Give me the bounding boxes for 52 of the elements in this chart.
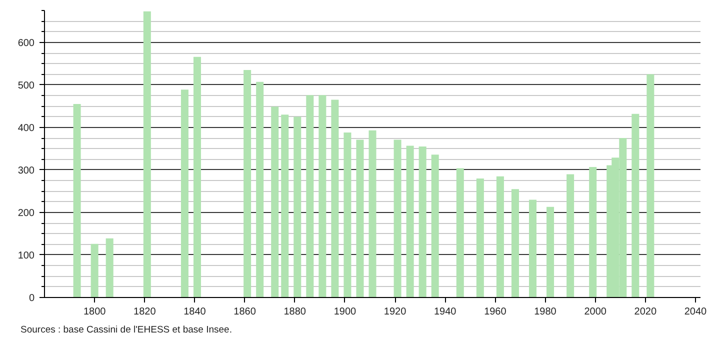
y-tick-label: 0 (28, 293, 35, 304)
x-tick-label: 1860 (234, 306, 256, 318)
bar (271, 106, 279, 298)
x-tick-label: 1840 (184, 306, 206, 318)
bar (406, 146, 414, 298)
bar (180, 90, 188, 298)
x-tick-label: 1980 (534, 306, 557, 318)
x-tick-label: 1880 (284, 306, 306, 318)
bar (344, 132, 352, 298)
bar (331, 100, 339, 298)
bar (106, 238, 114, 298)
bar (193, 56, 201, 298)
source-note: Sources : base Cassini de l'EHESS et base Insee. (20, 324, 232, 336)
bar (394, 140, 402, 298)
x-tick-label: 1940 (434, 306, 457, 318)
y-tick-label: 100 (18, 250, 35, 262)
y-tick-label: 600 (18, 38, 35, 49)
bar (256, 82, 264, 298)
bar (476, 178, 484, 298)
bar (281, 114, 289, 298)
bar (646, 74, 654, 298)
y-tick-label: 300 (18, 165, 35, 176)
x-tick-label: 2000 (584, 306, 607, 318)
bar (294, 116, 302, 298)
bar (368, 130, 376, 298)
x-tick-label: 1900 (334, 306, 357, 318)
bar (306, 95, 314, 298)
bar (511, 189, 519, 298)
x-tick-label: 1820 (134, 306, 156, 318)
bar (418, 146, 426, 298)
bar (73, 104, 81, 298)
y-tick-label: 200 (18, 208, 35, 219)
y-tick-label: 400 (18, 122, 35, 134)
y-tick-label: 500 (18, 80, 35, 92)
bar (528, 200, 536, 298)
bar (496, 176, 504, 298)
bar (318, 95, 326, 298)
x-tick-label: 1800 (83, 306, 106, 318)
bar (143, 11, 151, 298)
bar (632, 114, 640, 298)
bar (90, 244, 98, 298)
x-tick-label: 2020 (634, 306, 657, 318)
x-tick-label: 1920 (384, 306, 407, 318)
bar (431, 154, 439, 298)
x-tick-label: 1960 (484, 306, 507, 318)
bar (456, 168, 464, 298)
bar (356, 140, 364, 298)
bar (244, 70, 252, 298)
bar (546, 206, 554, 298)
bar (589, 166, 597, 298)
bar (566, 174, 574, 298)
x-tick-label: 2040 (684, 306, 708, 318)
